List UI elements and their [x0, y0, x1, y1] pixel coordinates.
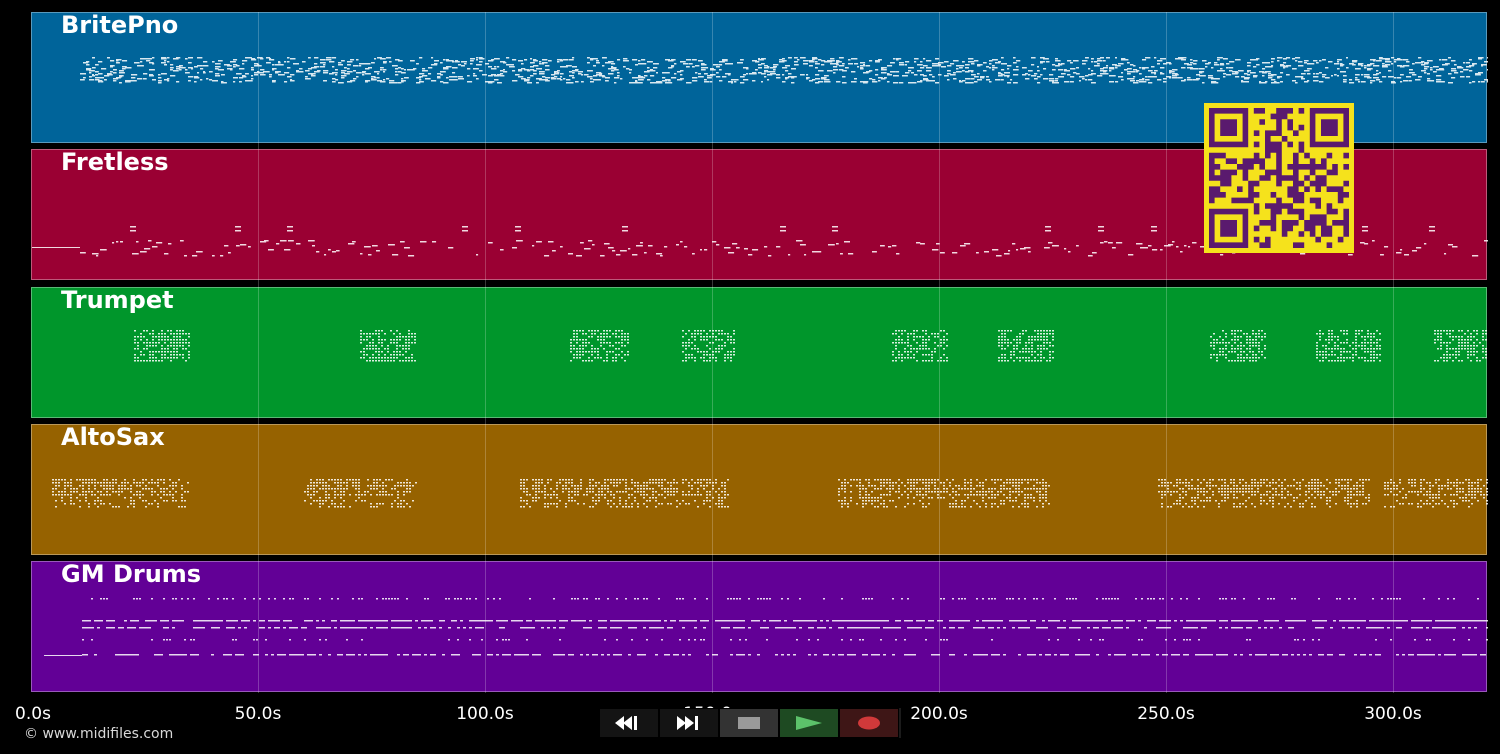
stop-button[interactable]: [719, 708, 779, 738]
tick-label-300: 300.0s: [1364, 704, 1422, 724]
track-name: Trumpet: [61, 286, 174, 314]
gridline: [1166, 12, 1167, 693]
record-button[interactable]: [839, 708, 899, 738]
track-name: Fretless: [61, 148, 169, 176]
fast-forward-icon: [677, 716, 698, 730]
track-trumpet[interactable]: Trumpet: [31, 286, 1488, 418]
transport-controls: [599, 708, 901, 738]
note-texture: [52, 479, 1488, 508]
tick-label-50: 50.0s: [234, 704, 282, 724]
rewind-button[interactable]: [599, 708, 659, 738]
gridline: [939, 12, 940, 693]
copyright-text: © www.midifiles.com: [24, 726, 174, 742]
stop-icon: [738, 717, 760, 729]
gridline: [485, 12, 486, 693]
tick-label-200: 200.0s: [910, 704, 968, 724]
rewind-icon: [615, 716, 637, 730]
note-texture: [80, 57, 1488, 84]
play-icon: [796, 716, 822, 730]
track-gm-drums[interactable]: GM Drums: [31, 560, 1488, 692]
tick-label-100: 100.0s: [456, 704, 514, 724]
gridline: [712, 12, 713, 693]
qr-code: [1204, 103, 1354, 253]
gridline: [258, 12, 259, 693]
track-altosax[interactable]: AltoSax: [31, 423, 1488, 555]
track-britepno[interactable]: BritePno: [31, 11, 1488, 143]
note-texture: [134, 330, 1488, 362]
tick-label-250: 250.0s: [1137, 704, 1195, 724]
qr-code-icon: [1209, 108, 1349, 248]
fast-forward-button[interactable]: [659, 708, 719, 738]
tick-label-0: 0.0s: [15, 704, 51, 724]
note-texture: [44, 598, 1488, 656]
play-button[interactable]: [779, 708, 839, 738]
gridline: [1393, 12, 1394, 693]
track-name: BritePno: [61, 11, 179, 39]
track-name: GM Drums: [61, 560, 202, 588]
track-name: AltoSax: [61, 423, 165, 451]
record-icon: [858, 716, 880, 730]
